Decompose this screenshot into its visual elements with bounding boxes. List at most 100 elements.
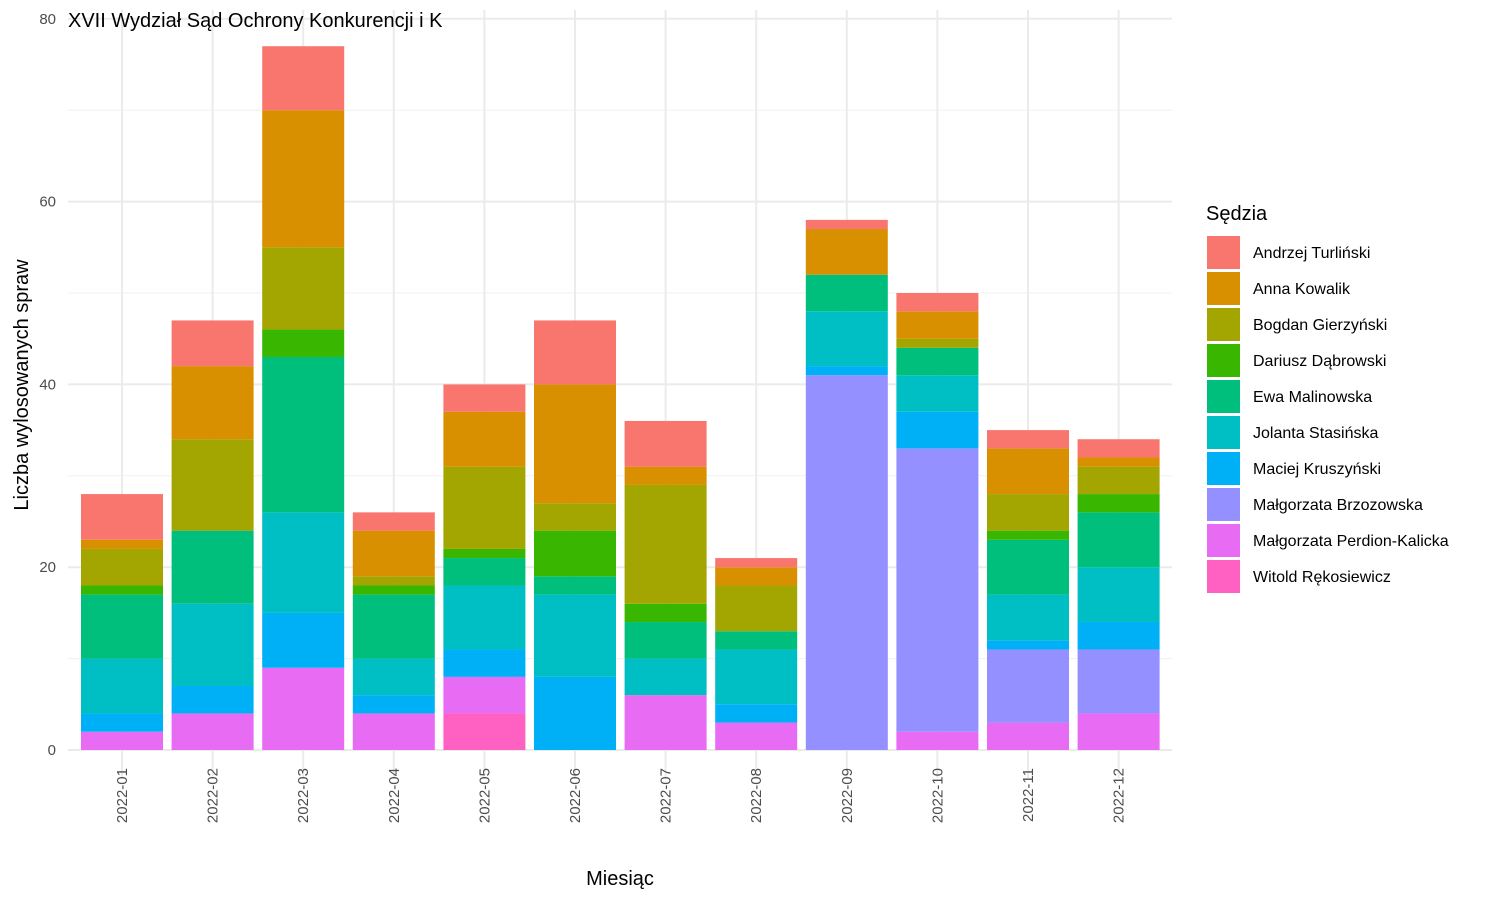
bar-segment xyxy=(534,576,616,595)
bar-segment xyxy=(715,558,798,568)
bar-segment xyxy=(534,384,616,504)
bar-segment xyxy=(262,329,345,357)
bar-segment xyxy=(352,585,435,595)
bar-segment xyxy=(805,311,888,367)
bar-segment xyxy=(171,320,254,367)
legend-swatch xyxy=(1207,452,1240,485)
x-axis-title: Miesiąc xyxy=(586,868,654,890)
bar-segment xyxy=(715,722,798,750)
legend-swatch xyxy=(1207,308,1240,341)
bar-segment xyxy=(81,713,163,732)
bar-segment xyxy=(262,247,345,330)
bar-segment xyxy=(987,530,1069,540)
bar-segment xyxy=(534,530,616,577)
bar-segment xyxy=(443,713,526,750)
legend-label: Anna Kowalik xyxy=(1253,281,1351,298)
bar-segment xyxy=(171,366,254,440)
bar-segment xyxy=(1077,466,1160,495)
bar-segment xyxy=(624,603,707,623)
bar-segment xyxy=(987,640,1069,650)
bar-segment xyxy=(443,411,526,467)
bar-segment xyxy=(352,713,435,750)
bar-segment xyxy=(624,622,707,659)
legend-swatch xyxy=(1207,416,1240,449)
bar-segment xyxy=(987,494,1069,531)
x-tick-label: 2022-12 xyxy=(1111,768,1128,823)
bar-segment xyxy=(987,722,1069,750)
bar-segment xyxy=(352,512,435,531)
chart-title: XVII Wydział Sąd Ochrony Konkurencji i K xyxy=(68,10,443,32)
bar-segment xyxy=(443,384,526,412)
x-tick-label: 2022-09 xyxy=(839,768,856,823)
y-tick-label: 20 xyxy=(39,559,56,576)
bar-segment xyxy=(262,667,345,750)
bar-segment xyxy=(443,548,526,559)
bar-segment xyxy=(624,658,707,696)
x-axis-ticks: 2022-01 2022-02 2022-03 2022-04 2022-05 2022-… xyxy=(114,768,1128,823)
bar-segment xyxy=(81,594,163,659)
legend: Sędzia Andrzej Turliński Anna Kowalik Bogd… xyxy=(1206,203,1449,593)
bar-segment xyxy=(352,530,435,577)
bar-segment xyxy=(896,731,979,750)
legend-label: Małgorzata Brzozowska xyxy=(1253,497,1423,514)
legend-label: Jolanta Stasińska xyxy=(1253,425,1379,442)
bar-segment xyxy=(1077,649,1160,714)
legend-label: Witold Rękosiewicz xyxy=(1253,569,1391,586)
bar-segment xyxy=(896,375,979,412)
bar-segment xyxy=(1077,512,1160,568)
x-tick-label: 2022-10 xyxy=(929,768,946,823)
legend-swatch xyxy=(1207,560,1240,593)
legend-label: Małgorzata Perdion-Kalicka xyxy=(1253,533,1449,550)
legend-swatch xyxy=(1207,524,1240,557)
bar-segment xyxy=(805,366,888,376)
bar-segment xyxy=(987,448,1069,495)
x-tick-label: 2022-05 xyxy=(476,768,493,823)
bar-segment xyxy=(171,603,254,687)
legend-swatch xyxy=(1207,344,1240,377)
bar-segment xyxy=(896,448,979,732)
bar-segment xyxy=(624,484,707,604)
bar-segment xyxy=(81,585,163,595)
bar-segment xyxy=(81,731,163,750)
bar-segment xyxy=(352,695,435,714)
legend-swatch xyxy=(1207,236,1240,269)
bar-segment xyxy=(171,713,254,750)
bar-segment xyxy=(624,466,707,485)
bar-segment xyxy=(987,539,1069,595)
x-tick-label: 2022-06 xyxy=(567,768,584,823)
x-tick-label: 2022-08 xyxy=(748,768,765,823)
bar-segment xyxy=(534,503,616,531)
bar-segment xyxy=(262,356,345,513)
bar-segment xyxy=(805,375,888,750)
bar-segment xyxy=(81,539,163,549)
legend-title: Sędzia xyxy=(1206,203,1268,225)
bar-segment xyxy=(1077,713,1160,750)
bar-segment xyxy=(624,695,707,750)
bar-segment xyxy=(171,439,254,531)
y-axis-title: Liczba wylosowanych spraw xyxy=(11,259,33,511)
legend-label: Andrzej Turliński xyxy=(1253,245,1370,262)
x-tick-label: 2022-01 xyxy=(114,768,131,823)
bar-segment xyxy=(987,430,1069,449)
bar-segment xyxy=(987,649,1069,723)
legend-swatch xyxy=(1207,380,1240,413)
bar-segment xyxy=(1077,622,1160,650)
bar-segment xyxy=(896,347,979,376)
bar-segment xyxy=(805,274,888,312)
bar-segment xyxy=(262,612,345,668)
x-tick-label: 2022-04 xyxy=(386,768,403,823)
bar-segment xyxy=(81,658,163,714)
bar-segment xyxy=(896,338,979,348)
bar-segment xyxy=(443,585,526,650)
bar-segment xyxy=(1077,494,1160,513)
bar-segment xyxy=(1077,439,1160,458)
bar-segment xyxy=(987,594,1069,641)
bar-segment xyxy=(171,686,254,714)
legend-label: Maciej Kruszyński xyxy=(1253,461,1381,478)
bar-segment xyxy=(534,320,616,385)
bar-segment xyxy=(534,594,616,677)
bar-segment xyxy=(624,420,707,467)
x-tick-label: 2022-11 xyxy=(1020,768,1037,822)
bar-segment xyxy=(715,585,798,632)
